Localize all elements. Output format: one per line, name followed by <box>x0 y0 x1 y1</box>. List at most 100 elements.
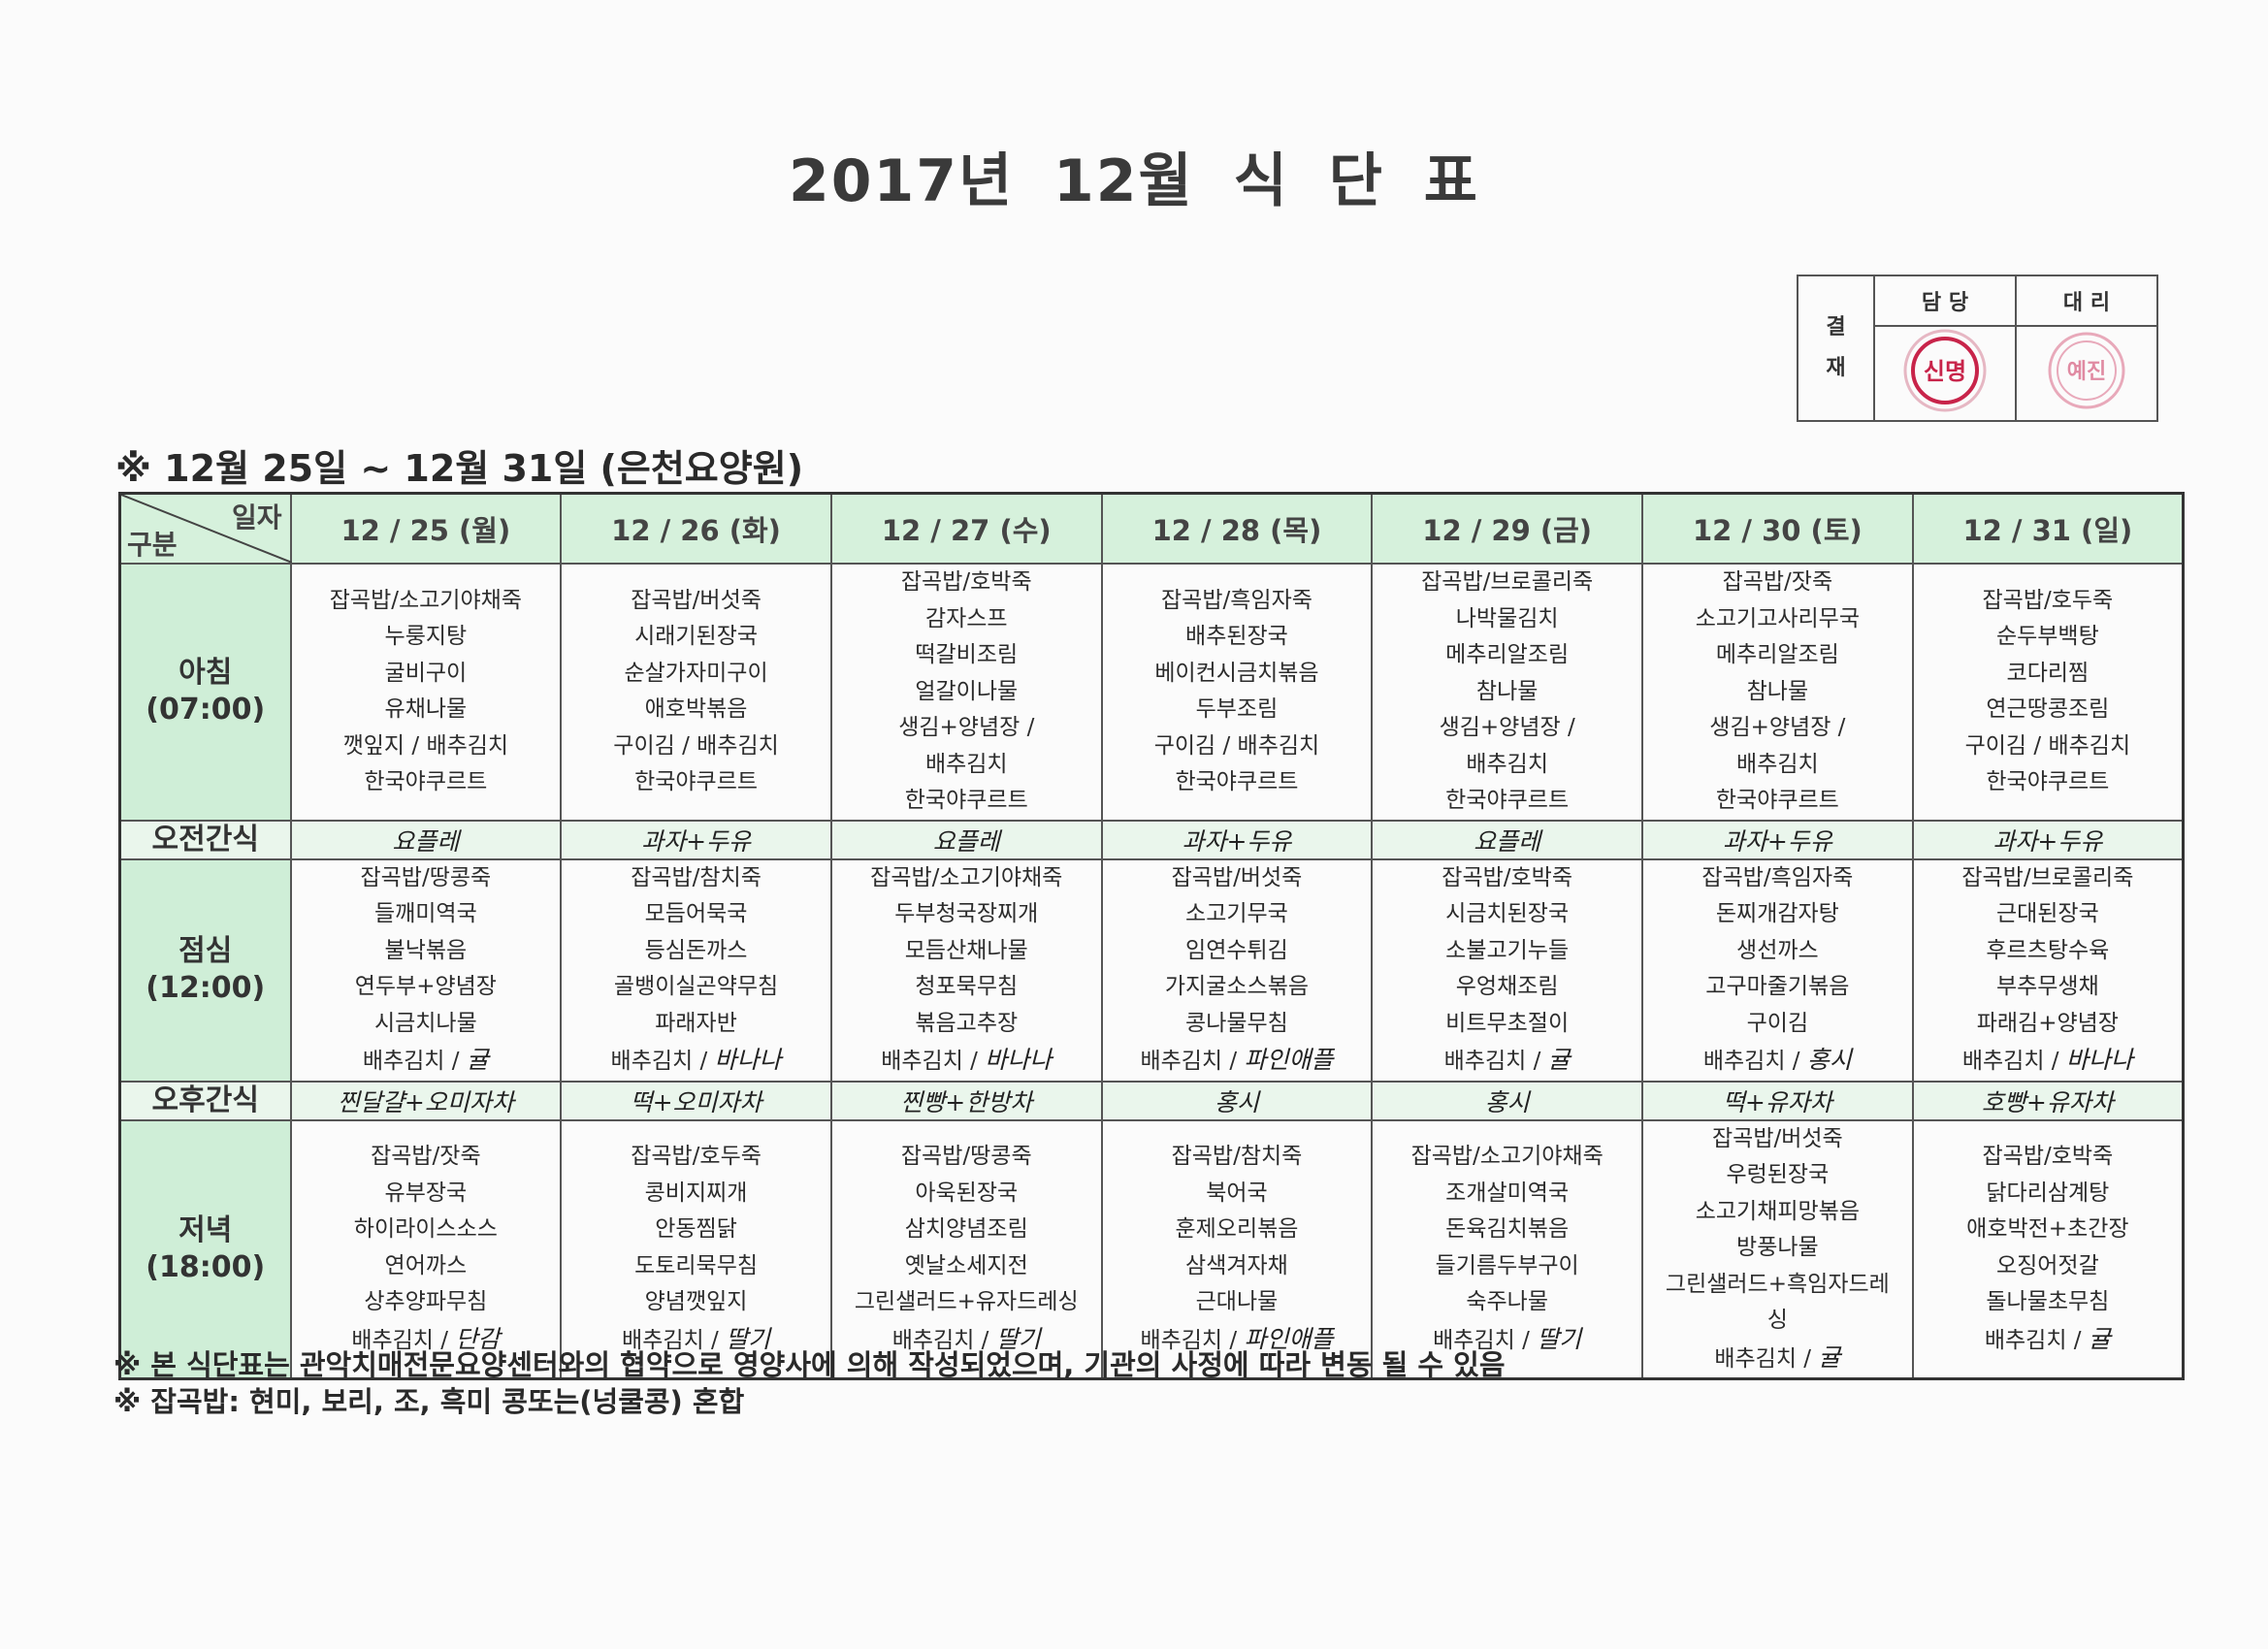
menu-item-text: 배추김치 / <box>1433 1327 1530 1353</box>
menu-item-text: 시래기된장국 <box>634 624 759 650</box>
menu-item-text: 소고기채피망볶음 <box>1695 1198 1860 1224</box>
breakfast-cell: 잡곡밥/버섯죽 시래기된장국 순살가자미구이 애호박볶음 구이김 / 배추김치 한국야쿠르… <box>560 563 832 822</box>
header-row: 일자 구분 12 / 25 (월) 12 / 26 (화) 12 / 27 (수) 12 … <box>118 492 2185 565</box>
menu-table: 일자 구분 12 / 25 (월) 12 / 26 (화) 12 / 27 (수) 12 … <box>118 492 2185 1380</box>
category-pm-snack: 오후간식 <box>118 1080 292 1121</box>
menu-item: 잡곡밥/참치죽 <box>562 860 830 897</box>
menu-item-text: 잡곡밥/소고기야채죽 <box>1410 1144 1604 1170</box>
menu-item-text: 등심돈까스 <box>644 937 748 963</box>
menu-item: 골뱅이실곤약무침 <box>562 969 830 1006</box>
menu-item-text: 유채나물 <box>384 696 468 723</box>
menu-item: 우렁된장국 <box>1643 1157 1912 1194</box>
dinner-cell: 잡곡밥/버섯죽 우렁된장국 소고기채피망볶음 방풍나물 그린샐러드+흑임자드레 싱 배추김치… <box>1641 1118 1914 1380</box>
menu-item-text: 배추김치 / <box>1702 1049 1800 1074</box>
menu-item: 연두부+양념장 <box>292 969 561 1006</box>
approval-label-char: 결 <box>1826 315 1846 340</box>
menu-item: 배추김치 / 딸기 <box>562 1321 830 1360</box>
menu-item-text: 시금치된장국 <box>1445 901 1570 926</box>
approval-col-manager: 담 당 <box>1873 275 2017 327</box>
fruit-item: 바나나 <box>985 1046 1053 1074</box>
menu-item-text: 방풍나물 <box>1736 1235 1819 1260</box>
lunch-cell: 잡곡밥/호박죽 시금치된장국 소불고기누들 우엉채조림 비트무초절이 배추김치 / 귤 <box>1371 857 1644 1083</box>
menu-item: 가지굴소스볶음 <box>1103 969 1372 1006</box>
menu-item-text: 배추김치 <box>1466 751 1548 777</box>
menu-item: 비트무초절이 <box>1373 1006 1641 1043</box>
menu-item: 소불고기누들 <box>1373 933 1641 970</box>
menu-item: 배추김치 <box>832 747 1101 784</box>
menu-item: 누룽지탕 <box>292 619 561 656</box>
menu-item-text: 연근땅콩조림 <box>1986 696 2110 723</box>
day-header: 12 / 31 (일) <box>1911 492 2185 565</box>
menu-item-text: 생김+양념장 / <box>1439 715 1575 740</box>
menu-item: 숙주나물 <box>1373 1284 1641 1321</box>
menu-item-text: 골뱅이실곤약무침 <box>613 974 779 999</box>
menu-item-text: 생김+양념장 / <box>1709 715 1846 740</box>
fruit-item: 홍시 <box>1806 1046 1852 1074</box>
fruit-item: 바나나 <box>714 1046 782 1074</box>
menu-item-text: 순살가자미구이 <box>624 660 768 686</box>
approval-label-char: 재 <box>1826 356 1846 380</box>
dinner-cell: 잡곡밥/땅콩죽 아욱된장국 삼치양념조림 옛날소세지전 그린샐러드+유자드레싱 배추김치 … <box>829 1118 1103 1380</box>
day-header: 12 / 27 (수) <box>829 492 1103 565</box>
snack-item: 떡+오미자차 <box>630 1087 762 1116</box>
menu-item: 두부청국장찌개 <box>832 896 1101 933</box>
dinner-cell: 잡곡밥/호박죽 닭다리삼계탕 애호박전+초간장 오징어젓갈 돌나물초무침 배추김치 / 귤 <box>1911 1118 2185 1380</box>
menu-item-text: 연어까스 <box>384 1252 468 1278</box>
lunch-cell: 잡곡밥/소고기야채죽 두부청국장찌개 모듬산채나물 청포묵무침 볶음고추장 배추김치 / … <box>829 857 1103 1083</box>
snack-item: 찐빵+한방차 <box>900 1087 1033 1116</box>
day-header: 12 / 26 (화) <box>560 492 832 565</box>
menu-item: 유채나물 <box>292 692 561 728</box>
menu-item: 삼치양념조림 <box>832 1212 1101 1248</box>
menu-item: 연근땅콩조림 <box>1914 692 2182 728</box>
lunch-cell: 잡곡밥/브로콜리죽 근대된장국 후르츠탕수육 부추무생채 파래김+양념장 배추김치 / 바… <box>1911 857 2185 1083</box>
row-lunch: 점심 (12:00) 잡곡밥/땅콩죽 들깨미역국 불낙볶음 연두부+양념장 시금치나물 배추김… <box>118 857 2185 1083</box>
menu-item: 양념깻잎지 <box>562 1284 830 1321</box>
day-header: 12 / 30 (토) <box>1641 492 1914 565</box>
fruit-item: 귤 <box>2088 1324 2111 1353</box>
menu-item-text: 모듬어묵국 <box>644 901 748 926</box>
menu-item: 잡곡밥/호박죽 <box>1914 1139 2182 1176</box>
menu-item-text: 한국야쿠르트 <box>1175 769 1299 795</box>
menu-item: 구이김 / 배추김치 <box>1914 728 2182 765</box>
category-breakfast: 아침 (07:00) <box>118 563 292 822</box>
menu-item: 배추김치 / 귤 <box>1373 1042 1641 1081</box>
menu-item-text: 잡곡밥/브로콜리죽 <box>1961 864 2134 890</box>
category-name: 오후간식 <box>151 1083 259 1117</box>
menu-item-text: 돈육김치볶음 <box>1445 1216 1570 1243</box>
menu-item: 소고기무국 <box>1103 896 1372 933</box>
menu-item-text: 순두부백탕 <box>1995 624 2099 650</box>
menu-item: 시래기된장국 <box>562 619 830 656</box>
menu-item-text: 볶음고추장 <box>915 1010 1019 1036</box>
menu-item-text: 배추김치 / <box>891 1327 989 1353</box>
menu-item-text: 파래김+양념장 <box>1976 1010 2119 1036</box>
menu-item-text: 두부청국장찌개 <box>894 901 1039 926</box>
menu-item: 잡곡밥/참치죽 <box>1103 1139 1372 1176</box>
menu-item-text: 굴비구이 <box>384 660 468 686</box>
menu-item: 모듬산채나물 <box>832 933 1101 970</box>
menu-item-text: 구이김 <box>1746 1010 1809 1036</box>
menu-item: 시금치된장국 <box>1373 896 1641 933</box>
menu-item-text: 배추된장국 <box>1185 624 1288 650</box>
menu-item: 청포묵무침 <box>832 969 1101 1006</box>
menu-item-text: 잡곡밥/호두죽 <box>631 1144 761 1170</box>
am-snack-cell: 과자+두유 <box>1100 819 1374 860</box>
category-lunch: 점심 (12:00) <box>118 857 292 1083</box>
breakfast-cell: 잡곡밥/흑임자죽 배추된장국 베이컨시금치볶음 두부조림 구이김 / 배추김치 한국야쿠르… <box>1100 563 1374 822</box>
menu-item: 배추김치 / 단감 <box>292 1321 561 1360</box>
menu-item-text: 배추김치 / <box>881 1049 978 1074</box>
fruit-item: 귤 <box>466 1046 489 1074</box>
menu-item-text: 삼색겨자채 <box>1185 1252 1288 1278</box>
breakfast-cell: 잡곡밥/잣죽 소고기고사리무국 메추리알조림 참나물 생김+양념장 / 배추김치 한국야쿠르… <box>1641 563 1914 822</box>
menu-item-text: 잡곡밥/호박죽 <box>900 569 1032 595</box>
page-title: 2017년 12월 식 단 표 <box>788 147 1480 215</box>
menu-item: 생김+양념장 / <box>1373 710 1641 747</box>
am-snack-cell: 과자+두유 <box>1641 819 1914 860</box>
menu-item-text: 배추김치 <box>924 751 1008 777</box>
menu-item-text: 구이김 / 배추김치 <box>613 732 779 759</box>
footnotes: ※ 본 식단표는 관악치매전문요양센터와의 협약으로 영양사에 의해 작성되었으… <box>113 1346 1506 1420</box>
menu-item: 유부장국 <box>292 1176 561 1212</box>
menu-item: 후르츠탕수육 <box>1914 933 2182 970</box>
menu-item-text: 배추김치 / <box>362 1049 460 1074</box>
